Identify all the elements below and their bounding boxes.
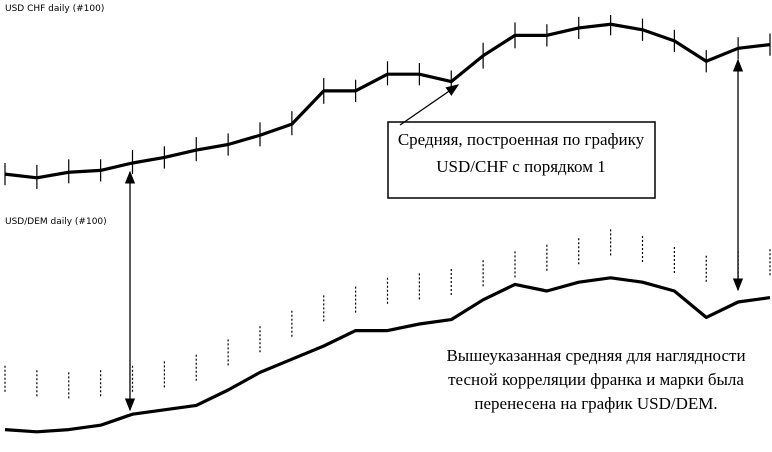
annotation-text: USD/CHF с порядком 1 xyxy=(436,157,606,176)
annotation-box xyxy=(387,121,656,199)
annotation-text: перенесена на график USD/DEM. xyxy=(474,394,717,413)
chart-title: USD CHF daily (#100) xyxy=(5,4,104,14)
average-line xyxy=(4,22,771,180)
annotation-text: Средняя, построенная по графику xyxy=(398,130,645,149)
average-line xyxy=(4,276,771,434)
arrow xyxy=(399,84,460,126)
chart-title: USD/DEM daily (#100) xyxy=(5,217,107,227)
annotation-text: Вышеуказанная средняя для наглядности xyxy=(446,346,745,365)
annotation-text: тесной корреляции франка и марки была xyxy=(448,370,744,389)
